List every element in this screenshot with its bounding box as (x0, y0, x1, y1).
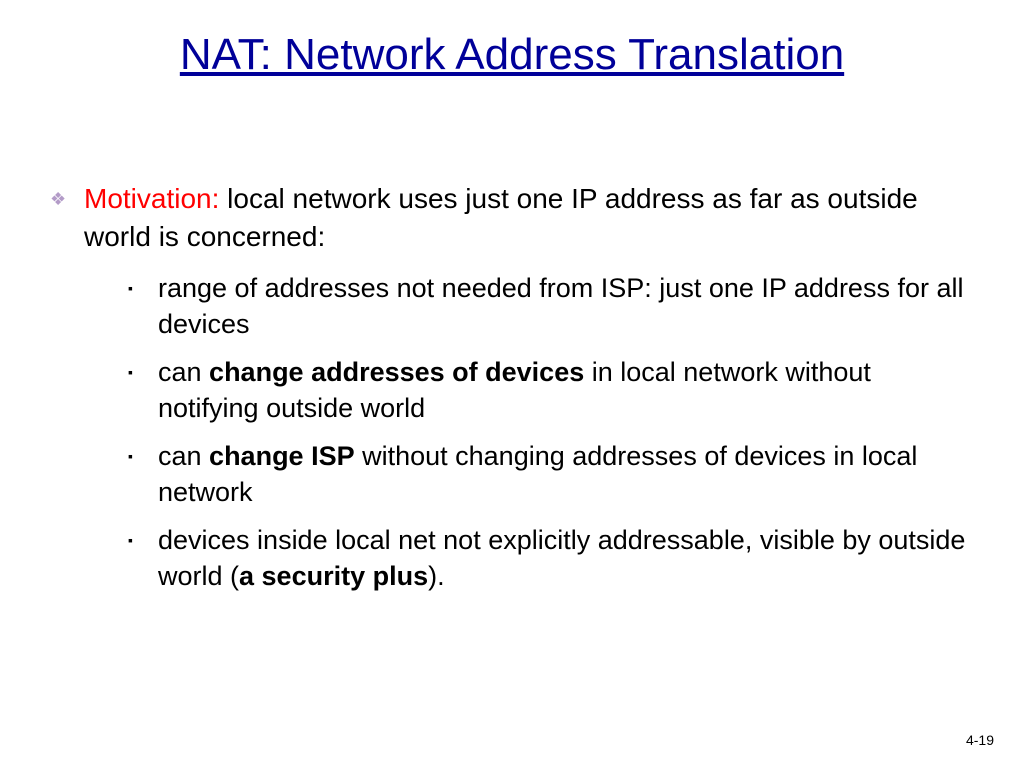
sub-bullet-2-pre: can (158, 357, 209, 387)
sub-bullet-4: ▪ devices inside local net not explicitl… (128, 522, 974, 594)
sub-bullet-3-bold: change ISP (209, 441, 355, 471)
slide-number: 4-19 (966, 732, 994, 748)
square-bullet-icon: ▪ (128, 354, 158, 390)
bullet-motivation: ❖ Motivation: local network uses just on… (50, 180, 974, 256)
square-bullet-icon: ▪ (128, 438, 158, 474)
sub-bullet-3: ▪ can change ISP without changing addres… (128, 438, 974, 510)
sub-bullet-4-text: devices inside local net not explicitly … (158, 522, 974, 594)
sub-bullet-1: ▪ range of addresses not needed from ISP… (128, 270, 974, 342)
sub-bullet-4-bold: a security plus (239, 561, 428, 591)
sub-bullet-1-text: range of addresses not needed from ISP: … (158, 270, 974, 342)
sub-bullet-4-post: ). (428, 561, 445, 591)
sub-bullet-list: ▪ range of addresses not needed from ISP… (128, 270, 974, 594)
sub-bullet-3-pre: can (158, 441, 209, 471)
motivation-label: Motivation: (84, 183, 219, 214)
square-bullet-icon: ▪ (128, 522, 158, 558)
sub-bullet-2-text: can change addresses of devices in local… (158, 354, 974, 426)
sub-bullet-2-bold: change addresses of devices (209, 357, 584, 387)
slide: NAT: Network Address Translation ❖ Motiv… (0, 0, 1024, 768)
bullet-motivation-text: Motivation: local network uses just one … (84, 180, 974, 256)
slide-body: ❖ Motivation: local network uses just on… (50, 180, 974, 606)
sub-bullet-3-text: can change ISP without changing addresse… (158, 438, 974, 510)
square-bullet-icon: ▪ (128, 270, 158, 306)
slide-title: NAT: Network Address Translation (0, 30, 1024, 80)
diamond-bullet-icon: ❖ (50, 180, 84, 218)
sub-bullet-2: ▪ can change addresses of devices in loc… (128, 354, 974, 426)
